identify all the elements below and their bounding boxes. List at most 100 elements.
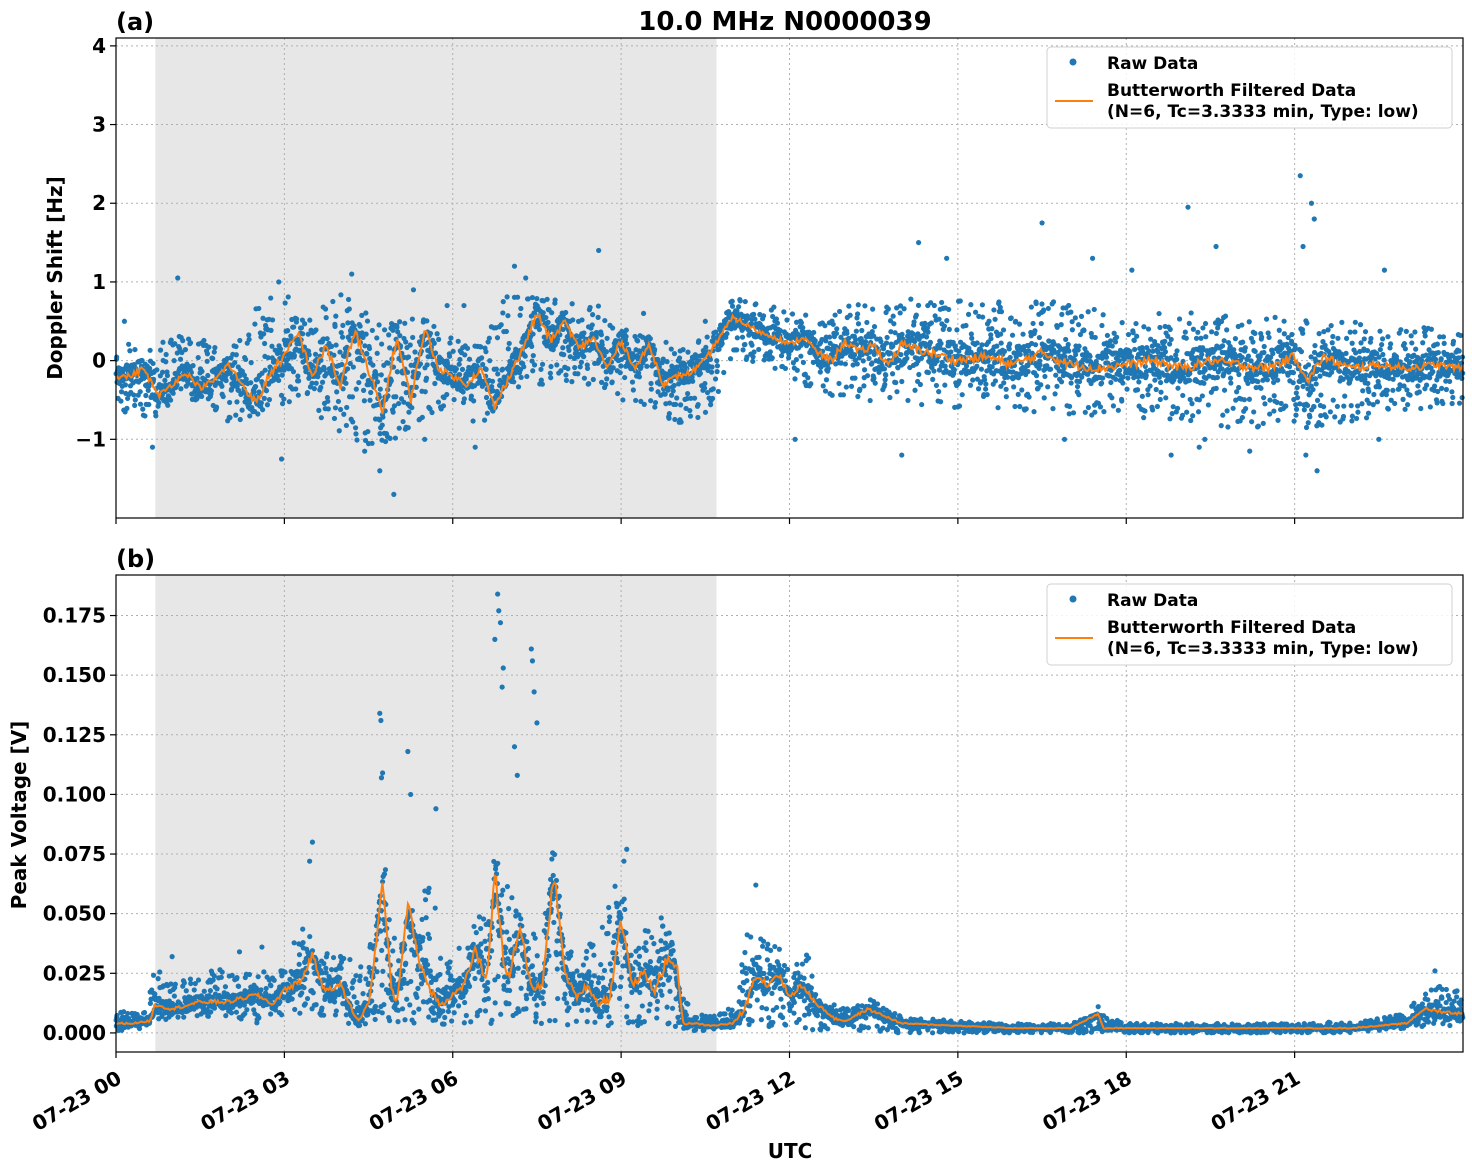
- raw-data-point: [604, 376, 610, 382]
- raw-data-point: [702, 318, 708, 324]
- raw-data-point: [1438, 356, 1444, 362]
- raw-data-point: [313, 327, 319, 333]
- raw-data-point: [887, 394, 893, 401]
- raw-data-point: [281, 396, 287, 402]
- raw-data-point: [1343, 335, 1350, 342]
- y-tick-label: 2: [92, 191, 106, 215]
- raw-data-point: [855, 393, 861, 400]
- raw-data-point: [1162, 338, 1168, 344]
- raw-data-point: [1032, 342, 1039, 348]
- raw-data-point: [1459, 395, 1465, 401]
- raw-data-point: [506, 340, 512, 347]
- raw-data-point: [912, 387, 918, 393]
- raw-data-point: [1199, 351, 1205, 358]
- raw-data-point: [1281, 318, 1287, 324]
- raw-data-point: [696, 338, 702, 344]
- raw-data-point: [1379, 336, 1386, 342]
- raw-data-point: [734, 335, 740, 341]
- raw-data-point: [126, 341, 132, 347]
- raw-data-point: [1420, 340, 1426, 346]
- raw-data-point: [1190, 326, 1196, 332]
- raw-data-point: [1252, 348, 1258, 355]
- raw-data-point: [201, 337, 207, 344]
- raw-data-point: [1385, 406, 1391, 412]
- raw-data-point: [781, 309, 787, 315]
- raw-data-point: [545, 319, 551, 325]
- raw-data-point: [369, 327, 375, 334]
- raw-data-point: [1415, 383, 1421, 389]
- raw-data-point: [291, 352, 297, 359]
- raw-data-point: [1202, 367, 1208, 373]
- raw-data-point: [1440, 334, 1447, 340]
- raw-data-point: [1156, 374, 1162, 380]
- raw-data-point: [1376, 384, 1383, 390]
- raw-data-point: [124, 395, 131, 402]
- raw-data-point: [1113, 376, 1119, 382]
- raw-data-point: [974, 363, 980, 369]
- raw-data-point: [885, 306, 891, 312]
- raw-data-point: [391, 491, 397, 497]
- raw-data-point: [1325, 327, 1331, 333]
- raw-data-point: [363, 331, 369, 337]
- raw-data-point: [946, 306, 952, 313]
- raw-data-point: [842, 361, 848, 367]
- raw-data-point: [422, 436, 428, 442]
- raw-data-point: [1063, 336, 1069, 343]
- raw-data-point: [1110, 403, 1117, 409]
- raw-data-point: [329, 373, 335, 379]
- raw-data-point: [396, 400, 402, 407]
- raw-data-point: [162, 377, 168, 383]
- raw-data-point: [1371, 391, 1377, 398]
- raw-data-point: [751, 311, 757, 317]
- raw-data-point: [1157, 396, 1163, 403]
- raw-data-point: [615, 390, 621, 397]
- raw-data-point: [178, 386, 184, 392]
- raw-data-point: [1149, 407, 1156, 413]
- raw-data-point: [387, 345, 393, 351]
- raw-data-point: [247, 413, 253, 419]
- raw-data-point: [995, 405, 1001, 411]
- raw-data-point: [784, 317, 790, 323]
- raw-data-point: [998, 309, 1005, 315]
- raw-data-point: [968, 302, 974, 308]
- raw-data-point: [227, 399, 233, 406]
- raw-data-point: [923, 334, 930, 340]
- raw-data-point: [998, 340, 1004, 346]
- raw-data-point: [1015, 391, 1021, 397]
- raw-data-point: [979, 302, 985, 308]
- raw-data-point: [1222, 313, 1229, 319]
- raw-data-point: [534, 295, 540, 302]
- raw-data-point: [118, 398, 124, 404]
- raw-data-point: [1163, 395, 1169, 401]
- raw-data-point: [530, 352, 536, 359]
- raw-data-point: [1132, 346, 1138, 353]
- raw-data-point: [1100, 312, 1106, 318]
- raw-data-point: [697, 370, 703, 376]
- raw-data-point: [1157, 324, 1163, 331]
- raw-data-point: [1162, 349, 1169, 355]
- raw-data-point: [1158, 379, 1164, 386]
- raw-data-point: [252, 384, 259, 390]
- raw-data-point: [1329, 340, 1335, 346]
- raw-data-point: [223, 377, 229, 384]
- raw-data-point: [219, 969, 225, 975]
- raw-data-point: [1109, 395, 1115, 401]
- raw-data-point: [1065, 341, 1071, 348]
- y-axis-label: Doppler Shift [Hz]: [43, 176, 67, 380]
- raw-data-point: [1422, 333, 1428, 339]
- raw-data-point: [1435, 349, 1441, 356]
- raw-data-point: [1323, 414, 1329, 420]
- raw-data-point: [1016, 321, 1023, 327]
- raw-data-point: [1439, 385, 1445, 392]
- raw-data-point: [324, 951, 330, 957]
- raw-data-point: [1301, 407, 1307, 413]
- raw-data-point: [729, 298, 735, 304]
- raw-data-point: [1117, 367, 1123, 373]
- raw-data-point: [285, 294, 291, 300]
- raw-data-point: [163, 359, 169, 365]
- raw-data-point: [1312, 376, 1319, 382]
- raw-data-point: [446, 353, 453, 359]
- raw-data-point: [1069, 327, 1075, 333]
- raw-data-point: [1068, 309, 1074, 315]
